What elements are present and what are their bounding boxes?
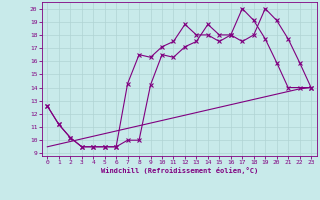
X-axis label: Windchill (Refroidissement éolien,°C): Windchill (Refroidissement éolien,°C) [100,167,258,174]
